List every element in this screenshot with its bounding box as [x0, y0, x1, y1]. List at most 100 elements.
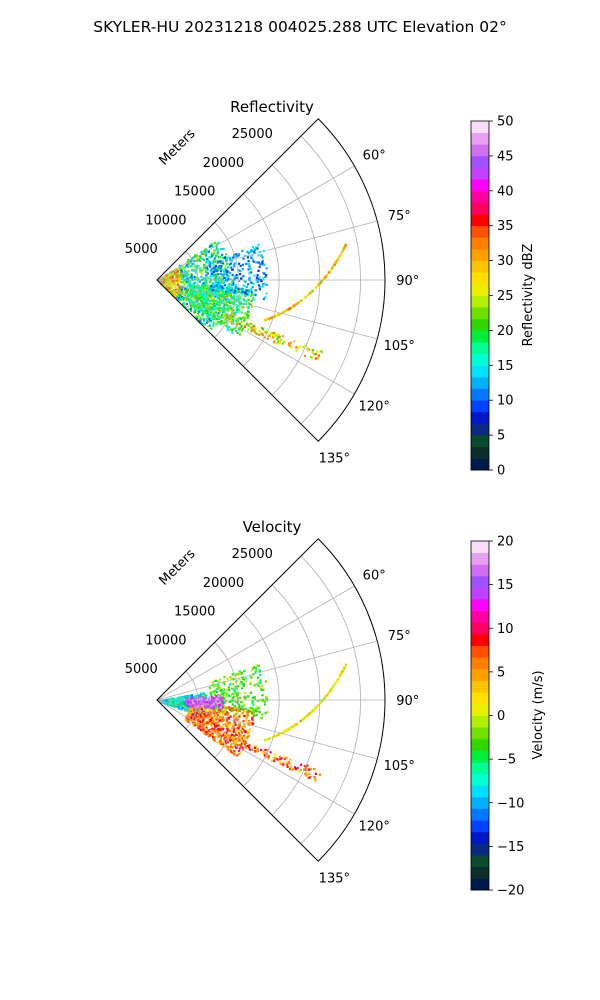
velocity-azimuth-tick-label: 120° [359, 819, 390, 834]
reflectivity-colorbar-segment [471, 376, 489, 389]
velocity-colorbar-label: Velocity (m/s) [531, 670, 546, 759]
reflectivity-colorbar-segment [471, 167, 489, 180]
reflectivity-azimuth-line [156, 279, 378, 340]
velocity-colorbar-segment [471, 855, 489, 868]
velocity-range-tick-label: 15000 [174, 605, 215, 620]
velocity-colorbar-tick-label: 0 [497, 709, 505, 724]
reflectivity-colorbar-segment [471, 202, 489, 215]
velocity-colorbar-segment [471, 820, 489, 833]
reflectivity-colorbar-segment [471, 353, 489, 366]
reflectivity-colorbar-segment [471, 342, 489, 355]
velocity-colorbar-tick-label: 10 [497, 622, 514, 637]
reflectivity-colorbar-segment [471, 423, 489, 436]
reflectivity-colorbar-segment [471, 318, 489, 331]
reflectivity-colorbar-segment [471, 248, 489, 261]
velocity-colorbar-segment [471, 645, 489, 658]
reflectivity-azimuth-tick-label: 75° [388, 209, 411, 224]
reflectivity-colorbar-segment [471, 400, 489, 413]
reflectivity-range-axis-label: Meters [157, 126, 199, 168]
velocity-colorbar-segment [471, 552, 489, 565]
velocity-colorbar-tick-label: 15 [497, 578, 514, 593]
velocity-azimuth-tick-label: 105° [384, 759, 415, 774]
velocity-colorbar-segment [471, 878, 489, 891]
reflectivity-colorbar-segment [471, 260, 489, 273]
reflectivity-colorbar-segment [471, 388, 489, 401]
velocity-azimuth-line [156, 640, 378, 701]
reflectivity-azimuth-tick-label: 120° [359, 399, 390, 414]
velocity-colorbar-segment [471, 541, 489, 554]
reflectivity-colorbar-segment [471, 155, 489, 168]
reflectivity-colorbar-tick-label: 20 [497, 324, 514, 339]
velocity-colorbar-segment [471, 738, 489, 751]
reflectivity-panel: Reflectivity Meters Reflectivity dBZ 500… [125, 98, 536, 479]
reflectivity-title: Reflectivity [230, 98, 314, 116]
reflectivity-colorbar-segment [471, 237, 489, 250]
reflectivity-colorbar-segment [471, 283, 489, 296]
velocity-colorbar-segment [471, 587, 489, 600]
velocity-azimuth-tick-label: 60° [363, 569, 386, 584]
velocity-colorbar-segment [471, 599, 489, 612]
reflectivity-colorbar-tick-label: 25 [497, 289, 514, 304]
velocity-colorbar-segment [471, 703, 489, 716]
velocity-panel: Velocity Meters Velocity (m/s) 5000 10000… [125, 518, 546, 899]
reflectivity-colorbar-tick-label: 15 [497, 359, 514, 374]
reflectivity-colorbar-segment [471, 295, 489, 308]
reflectivity-colorbar-segment [471, 446, 489, 459]
velocity-range-axis-label: Meters [157, 546, 199, 588]
velocity-colorbar-segment [471, 622, 489, 635]
velocity-colorbar-segment [471, 866, 489, 879]
reflectivity-colorbar-tick-label: 45 [497, 149, 514, 164]
reflectivity-colorbar-label: Reflectivity dBZ [521, 244, 536, 347]
reflectivity-colorbar: 0 5 10 15 20 25 30 35 40 45 50 [470, 115, 514, 479]
velocity-range-tick-label: 25000 [232, 547, 273, 562]
velocity-colorbar-segment [471, 831, 489, 844]
reflectivity-colorbar-segment [471, 121, 489, 134]
reflectivity-colorbar-segment [471, 411, 489, 424]
reflectivity-echo-field [159, 241, 347, 360]
velocity-colorbar-segment [471, 796, 489, 809]
reflectivity-colorbar-segment [471, 330, 489, 343]
velocity-colorbar-segment [471, 808, 489, 821]
velocity-colorbar-segment [471, 843, 489, 856]
reflectivity-colorbar-tick-label: 0 [497, 464, 505, 479]
reflectivity-azimuth-tick-label: 60° [363, 149, 386, 164]
reflectivity-azimuth-tick-label: 135° [319, 451, 350, 466]
velocity-sector-frame [156, 538, 386, 862]
reflectivity-colorbar-tick-label: 35 [497, 219, 514, 234]
velocity-colorbar: −20 −15 −10 −5 0 5 10 15 20 [470, 535, 524, 899]
reflectivity-azimuth-tick-label: 90° [396, 274, 419, 289]
reflectivity-azimuth-line [156, 279, 355, 395]
reflectivity-colorbar-segment [471, 458, 489, 471]
reflectivity-azimuth-line [156, 165, 355, 281]
reflectivity-range-tick-label: 25000 [232, 127, 273, 142]
velocity-range-tick-label: 5000 [125, 662, 158, 677]
reflectivity-sector-frame [156, 118, 386, 442]
velocity-colorbar-segment [471, 785, 489, 798]
reflectivity-azimuth-line [156, 220, 378, 281]
velocity-colorbar-segment [471, 773, 489, 786]
reflectivity-colorbar-segment [471, 144, 489, 157]
velocity-colorbar-segment [471, 610, 489, 623]
velocity-colorbar-tick-label: 20 [497, 535, 514, 550]
velocity-azimuth-tick-label: 135° [319, 871, 350, 886]
velocity-colorbar-segment [471, 727, 489, 740]
velocity-colorbar-segment [471, 657, 489, 670]
velocity-title: Velocity [243, 518, 302, 536]
reflectivity-colorbar-tick-label: 10 [497, 394, 514, 409]
velocity-azimuth-line [156, 699, 355, 815]
reflectivity-colorbar-segment [471, 307, 489, 320]
velocity-colorbar-segment [471, 668, 489, 681]
velocity-azimuth-tick-label: 75° [388, 629, 411, 644]
velocity-colorbar-segment [471, 750, 489, 763]
reflectivity-colorbar-segment [471, 435, 489, 448]
velocity-colorbar-segment [471, 680, 489, 693]
reflectivity-colorbar-segment [471, 272, 489, 285]
reflectivity-colorbar-segment [471, 179, 489, 192]
velocity-range-tick-label: 20000 [203, 576, 244, 591]
velocity-colorbar-tick-label: −15 [497, 840, 524, 855]
velocity-colorbar-segment [471, 762, 489, 775]
velocity-colorbar-segment [471, 575, 489, 588]
reflectivity-azimuth-tick-label: 105° [384, 339, 415, 354]
reflectivity-range-tick-label: 10000 [145, 213, 186, 228]
